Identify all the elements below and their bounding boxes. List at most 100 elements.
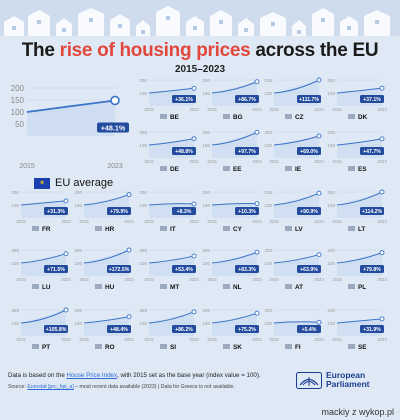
country-code-label: BE — [170, 114, 180, 121]
house-shape — [156, 6, 180, 36]
eu-badge-label: +48.1% — [101, 123, 126, 132]
country-flag-icon — [223, 344, 230, 349]
country-line-sk — [211, 312, 258, 324]
country-x-tick-end: 2023 — [377, 107, 387, 112]
country-x-tick-end: 2023 — [377, 337, 387, 342]
country-y-tick-label: 200 — [74, 248, 82, 253]
country-end-point — [63, 307, 69, 313]
country-code-label: FR — [42, 226, 51, 233]
eu-flag-icon: ✶ — [34, 177, 50, 189]
country-x-tick-end: 2023 — [61, 219, 71, 224]
country-end-point — [254, 310, 260, 316]
country-x-tick-start: 2015 — [144, 219, 154, 224]
country-end-point — [126, 314, 132, 320]
country-flag-icon — [95, 344, 102, 349]
country-flag-icon — [160, 226, 167, 231]
country-code-label: SI — [170, 344, 176, 351]
country-y-tick-label: 100 — [327, 261, 335, 266]
country-x-tick-start: 2015 — [332, 107, 342, 112]
european-parliament-logo-icon — [296, 371, 322, 389]
country-x-tick-start: 2015 — [79, 219, 89, 224]
country-flag-icon — [285, 166, 292, 171]
country-badge-label: +63.9% — [300, 267, 318, 273]
country-x-tick-end: 2023 — [189, 107, 199, 112]
country-line-fi — [273, 321, 320, 324]
country-flag-icon — [32, 226, 39, 231]
house-window — [271, 22, 275, 26]
country-line-lt — [336, 191, 383, 206]
country-x-tick-start: 2015 — [79, 337, 89, 342]
country-badge-label: +10.3% — [238, 209, 256, 215]
country-badge-label: +48.8% — [175, 149, 193, 155]
country-y-tick-label: 200 — [74, 308, 82, 313]
country-x-tick-start: 2015 — [207, 337, 217, 342]
country-end-point — [191, 309, 197, 315]
country-badge-label: +86.7% — [238, 97, 256, 103]
country-flag-icon — [285, 226, 292, 231]
country-code-label: CY — [233, 226, 243, 233]
country-y-tick-label: 100 — [11, 261, 19, 266]
house-window — [321, 18, 325, 22]
country-end-point — [379, 189, 385, 195]
country-y-tick-label: 200 — [202, 78, 210, 83]
country-badge — [235, 325, 259, 333]
eu-end-point — [110, 95, 120, 106]
country-x-tick-end: 2023 — [252, 337, 262, 342]
country-y-tick-label: 100 — [264, 321, 272, 326]
country-code-label: CZ — [295, 114, 304, 121]
country-flag-icon — [285, 284, 292, 289]
country-flag-icon — [223, 284, 230, 289]
country-y-tick-label: 200 — [11, 190, 19, 195]
country-x-tick-end: 2023 — [124, 277, 134, 282]
country-line-pl — [336, 252, 383, 264]
country-badge — [235, 147, 259, 155]
country-line-mt — [148, 255, 195, 264]
country-badge — [107, 265, 131, 273]
country-badge — [297, 265, 321, 273]
country-end-point — [63, 251, 69, 257]
country-end-point — [126, 192, 132, 198]
country-badge-label: +37.1% — [363, 97, 381, 103]
country-y-tick-label: 100 — [202, 321, 210, 326]
country-badge-label: +90.9% — [300, 209, 318, 215]
country-flag-icon — [160, 114, 167, 119]
eurostat-link[interactable]: Eurostat [prc_hpi_a] — [27, 384, 74, 390]
eu-x-tick-end: 2023 — [107, 163, 123, 170]
country-code-label: DK — [358, 114, 368, 121]
country-y-tick-label: 200 — [139, 190, 147, 195]
country-badge — [172, 207, 196, 215]
country-y-tick-label: 200 — [202, 248, 210, 253]
country-line-pt — [20, 309, 67, 324]
country-code-label: EE — [233, 166, 242, 173]
country-end-point — [126, 247, 132, 253]
country-line-nl — [211, 251, 258, 264]
source-note: Source: Eurostat [prc_hpi_a] – most rece… — [8, 384, 235, 390]
house-window — [89, 18, 93, 22]
country-code-label: PT — [42, 344, 50, 351]
country-y-tick-label: 200 — [264, 190, 272, 195]
country-badge — [235, 95, 259, 103]
country-y-tick-label: 200 — [264, 308, 272, 313]
data-note: Data is based on the House Price Index, … — [8, 372, 261, 379]
house-shape — [292, 20, 306, 36]
country-code-label: AT — [295, 284, 303, 291]
house-shape — [56, 18, 72, 36]
country-badge — [44, 207, 68, 215]
eu-average-legend: ✶ EU average — [34, 177, 113, 189]
country-x-tick-start: 2015 — [144, 337, 154, 342]
house-price-index-link[interactable]: House Price Index — [66, 372, 118, 379]
house-shape — [136, 20, 150, 36]
eu-series-line — [26, 99, 116, 113]
country-y-tick-label: 100 — [74, 203, 82, 208]
country-badge — [172, 95, 196, 103]
country-x-tick-end: 2023 — [252, 107, 262, 112]
country-badge-label: +114.2% — [362, 209, 383, 215]
country-end-point — [316, 133, 322, 139]
country-badge-label: +8.3% — [177, 209, 192, 215]
country-x-tick-end: 2023 — [189, 337, 199, 342]
country-line-be — [148, 87, 195, 94]
country-y-tick-label: 200 — [11, 248, 19, 253]
country-badge — [235, 265, 259, 273]
country-x-tick-start: 2015 — [332, 219, 342, 224]
country-line-ee — [211, 131, 258, 146]
